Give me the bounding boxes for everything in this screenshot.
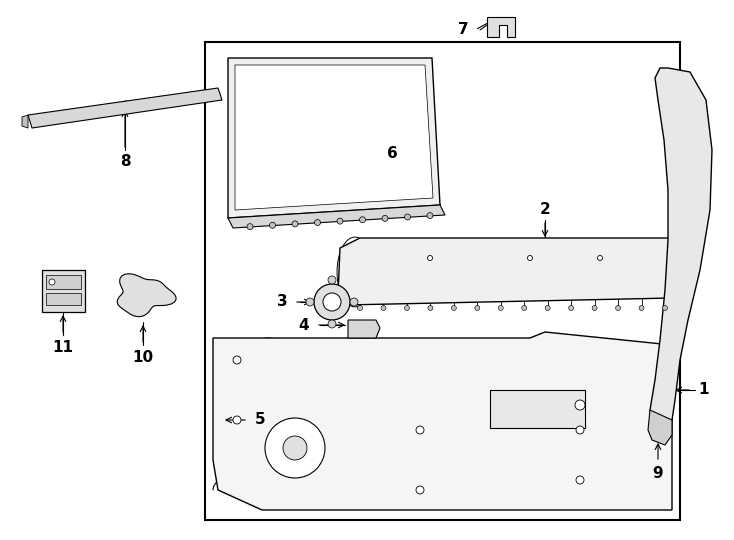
Text: 10: 10 bbox=[132, 349, 153, 364]
Circle shape bbox=[569, 306, 574, 310]
Circle shape bbox=[283, 436, 307, 460]
Circle shape bbox=[314, 284, 350, 320]
Circle shape bbox=[314, 220, 321, 226]
Circle shape bbox=[427, 255, 432, 260]
Circle shape bbox=[323, 293, 341, 311]
Circle shape bbox=[382, 215, 388, 221]
Text: 3: 3 bbox=[277, 294, 287, 309]
Circle shape bbox=[522, 306, 527, 310]
Polygon shape bbox=[487, 17, 515, 37]
Circle shape bbox=[269, 222, 275, 228]
Polygon shape bbox=[338, 238, 672, 305]
Circle shape bbox=[416, 486, 424, 494]
Polygon shape bbox=[228, 58, 440, 218]
Circle shape bbox=[528, 255, 532, 260]
Circle shape bbox=[233, 416, 241, 424]
Circle shape bbox=[247, 224, 253, 230]
Bar bbox=[46, 293, 81, 305]
Text: 9: 9 bbox=[653, 467, 664, 482]
Circle shape bbox=[381, 306, 386, 310]
Text: 7: 7 bbox=[458, 23, 468, 37]
Circle shape bbox=[428, 306, 433, 310]
Circle shape bbox=[328, 276, 336, 284]
Circle shape bbox=[592, 306, 597, 310]
Text: 4: 4 bbox=[299, 318, 309, 333]
Bar bbox=[490, 390, 585, 428]
Text: 8: 8 bbox=[120, 154, 131, 170]
Polygon shape bbox=[650, 68, 712, 432]
Circle shape bbox=[233, 356, 241, 364]
Circle shape bbox=[475, 306, 480, 310]
Circle shape bbox=[292, 221, 298, 227]
Circle shape bbox=[545, 306, 550, 310]
Circle shape bbox=[451, 306, 457, 310]
Text: 6: 6 bbox=[387, 145, 397, 160]
Text: 2: 2 bbox=[539, 202, 550, 218]
Circle shape bbox=[616, 306, 620, 310]
Circle shape bbox=[416, 426, 424, 434]
Polygon shape bbox=[348, 320, 380, 338]
Circle shape bbox=[350, 298, 358, 306]
Text: 11: 11 bbox=[53, 340, 73, 354]
Text: 5: 5 bbox=[255, 413, 265, 428]
Circle shape bbox=[265, 418, 325, 478]
Bar bbox=[42, 270, 85, 312]
Circle shape bbox=[427, 213, 433, 219]
Polygon shape bbox=[213, 332, 672, 510]
Bar bbox=[205, 42, 680, 520]
Bar bbox=[46, 275, 81, 289]
Circle shape bbox=[337, 218, 343, 224]
Circle shape bbox=[404, 214, 410, 220]
Circle shape bbox=[576, 426, 584, 434]
Polygon shape bbox=[648, 410, 672, 445]
Text: 1: 1 bbox=[699, 382, 709, 397]
Circle shape bbox=[328, 320, 336, 328]
Circle shape bbox=[663, 306, 667, 310]
Circle shape bbox=[576, 476, 584, 484]
Circle shape bbox=[597, 255, 603, 260]
Circle shape bbox=[639, 306, 644, 310]
Polygon shape bbox=[22, 115, 28, 128]
Circle shape bbox=[360, 217, 366, 223]
Circle shape bbox=[498, 306, 504, 310]
Circle shape bbox=[404, 306, 410, 310]
Circle shape bbox=[357, 306, 363, 310]
Circle shape bbox=[575, 400, 585, 410]
Circle shape bbox=[49, 279, 55, 285]
Polygon shape bbox=[235, 65, 433, 210]
Polygon shape bbox=[28, 88, 222, 128]
Circle shape bbox=[306, 298, 314, 306]
Polygon shape bbox=[117, 274, 176, 317]
Polygon shape bbox=[228, 205, 445, 228]
